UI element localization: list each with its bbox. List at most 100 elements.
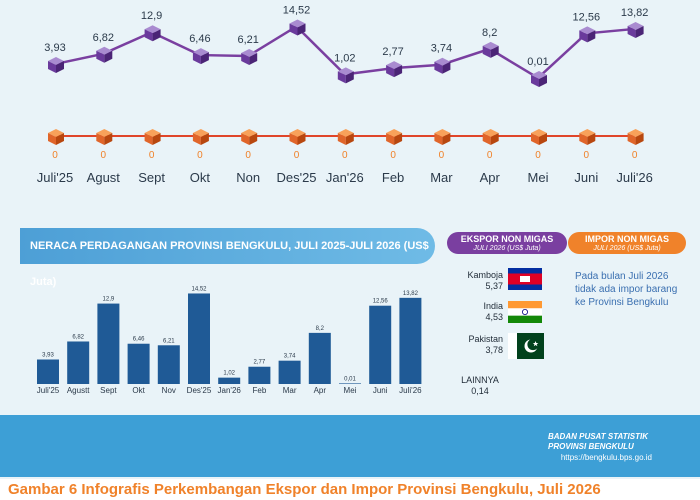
bar-chart-title: NERACA PERDAGANGAN PROVINSI BENGKULU, JU… bbox=[20, 228, 435, 288]
bar bbox=[339, 383, 361, 384]
import-data-label: 0 bbox=[149, 150, 155, 161]
month-tick-label: Apr bbox=[479, 170, 500, 185]
export-point bbox=[289, 19, 306, 36]
footer: BADAN PUSAT STATISTIK PROVINSI BENGKULU … bbox=[0, 415, 700, 477]
india-flag-icon bbox=[508, 301, 542, 323]
import-point bbox=[48, 129, 64, 145]
agency-line1: BADAN PUSAT STATISTIK bbox=[548, 432, 648, 441]
bar-category-label: Des'25 bbox=[187, 386, 212, 395]
ekspor-country: Pakistan bbox=[468, 334, 503, 344]
month-tick-label: Mei bbox=[527, 170, 549, 185]
export-data-label: 2,77 bbox=[382, 46, 403, 58]
export-point bbox=[627, 21, 644, 38]
agency-line2: PROVINSI BENGKULU bbox=[548, 442, 634, 451]
month-axis: Juli'25 Agust Sept Okt Non Des'25 Jan'26 Feb Mar… bbox=[0, 170, 700, 190]
import-point bbox=[531, 129, 547, 145]
bar bbox=[67, 341, 90, 384]
month-tick-label: Jan'26 bbox=[325, 170, 364, 185]
import-data-label: 0 bbox=[52, 150, 58, 161]
import-point bbox=[482, 129, 499, 145]
import-point bbox=[579, 129, 596, 145]
month-tick-label: Juli'26 bbox=[616, 170, 653, 185]
import-point bbox=[434, 129, 451, 145]
bar-category-label: Mar bbox=[283, 386, 297, 395]
bar-category-label: Feb bbox=[253, 386, 267, 395]
import-data-label: 0 bbox=[390, 150, 396, 161]
bar-value-label: 13,82 bbox=[403, 291, 419, 297]
impor-title: IMPOR NON MIGAS bbox=[584, 234, 669, 244]
bar-chart: 3,93 Juli'25 6,82 Agustt 12,9 Sept 6,46 Okt 6,21… bbox=[37, 286, 422, 395]
import-point bbox=[144, 129, 161, 145]
bar-value-label: 3,74 bbox=[284, 354, 296, 360]
export-data-label: 0,01 bbox=[527, 56, 548, 68]
bar-value-label: 1,02 bbox=[223, 371, 235, 377]
import-point bbox=[289, 129, 306, 145]
cambodia-flag-icon bbox=[508, 268, 542, 290]
bar-value-label: 3,93 bbox=[42, 352, 54, 358]
figure-caption: Gambar 6 Infografis Perkembangan Ekspor … bbox=[0, 479, 700, 500]
export-point bbox=[434, 57, 451, 74]
export-data-label: 3,93 bbox=[44, 42, 65, 54]
ekspor-value: 5,37 bbox=[485, 281, 503, 291]
ekspor-country: India bbox=[483, 301, 503, 311]
ekspor-subtitle: JULI 2026 (US$ Juta) bbox=[473, 245, 541, 252]
ekspor-header: EKSPOR NON MIGAS JULI 2026 (US$ Juta) bbox=[447, 232, 567, 254]
bar-value-label: 12,56 bbox=[373, 299, 389, 305]
month-tick-label: Juni bbox=[574, 170, 599, 185]
bar-category-label: Okt bbox=[132, 386, 145, 395]
export-data-label: 8,2 bbox=[482, 27, 497, 39]
ekspor-item-pakistan: Pakistan 3,78 bbox=[455, 334, 503, 356]
import-point bbox=[192, 129, 209, 145]
import-data-label: 0 bbox=[294, 150, 300, 161]
bar-category-label: Juni bbox=[373, 386, 388, 395]
export-data-label: 12,56 bbox=[573, 11, 601, 23]
import-data-label: 0 bbox=[197, 150, 203, 161]
balance-panel: NERACA PERDAGANGAN PROVINSI BENGKULU, JU… bbox=[20, 228, 435, 413]
bar bbox=[308, 332, 331, 384]
ekspor-value: 3,78 bbox=[485, 345, 503, 355]
export-point bbox=[386, 61, 403, 78]
bar bbox=[188, 293, 210, 384]
bar-category-label: Agustt bbox=[67, 386, 90, 395]
export-data-label: 3,74 bbox=[431, 43, 452, 55]
bar-category-label: Nov bbox=[162, 386, 176, 395]
agency-url[interactable]: https://bengkulu.bps.go.id bbox=[560, 453, 652, 462]
impor-description: Pada bulan Juli 2026 tidak ada impor bar… bbox=[575, 271, 678, 308]
month-tick-label: Non bbox=[236, 170, 261, 185]
bar bbox=[369, 305, 392, 384]
export-data-label: 6,21 bbox=[237, 34, 258, 46]
import-data-label: 0 bbox=[439, 150, 445, 161]
bar bbox=[399, 297, 422, 384]
bar-category-label: Juli'25 bbox=[37, 386, 60, 395]
month-tick-label: Feb bbox=[381, 170, 405, 185]
impor-header: IMPOR NON MIGAS JULI 2026 (US$ Juta) bbox=[568, 232, 686, 254]
bar-value-label: 0,01 bbox=[344, 376, 356, 382]
export-point bbox=[337, 67, 354, 84]
import-point bbox=[627, 129, 644, 145]
export-data-label: 12,9 bbox=[141, 10, 162, 22]
impor-subtitle: JULI 2026 (US$ Juta) bbox=[593, 245, 661, 252]
bar-value-label: 6,21 bbox=[163, 338, 175, 344]
export-point bbox=[531, 70, 547, 87]
bar-category-label: Jan'26 bbox=[218, 386, 242, 395]
bar-category-label: Sept bbox=[100, 386, 117, 395]
export-data-label: 13,82 bbox=[621, 7, 649, 19]
import-data-label: 0 bbox=[632, 150, 638, 161]
export-point bbox=[482, 41, 499, 58]
bar-value-label: 8,2 bbox=[316, 326, 325, 332]
bar bbox=[37, 359, 59, 384]
import-point bbox=[241, 129, 258, 145]
import-point bbox=[96, 129, 113, 145]
ekspor-item-kamboja: Kamboja 5,37 bbox=[455, 270, 503, 292]
export-point bbox=[96, 46, 113, 63]
ekspor-item-india: India 4,53 bbox=[455, 301, 503, 323]
others-label: LAINNYA bbox=[461, 375, 499, 385]
export-data-label: 6,82 bbox=[93, 32, 114, 44]
export-point bbox=[192, 48, 209, 65]
ekspor-title: EKSPOR NON MIGAS bbox=[460, 234, 554, 244]
bar-category-label: Apr bbox=[314, 386, 327, 395]
import-data-label: 0 bbox=[101, 150, 107, 161]
import-point bbox=[337, 129, 354, 145]
month-tick-label: Okt bbox=[189, 170, 210, 185]
month-tick-label: Des'25 bbox=[276, 170, 317, 185]
